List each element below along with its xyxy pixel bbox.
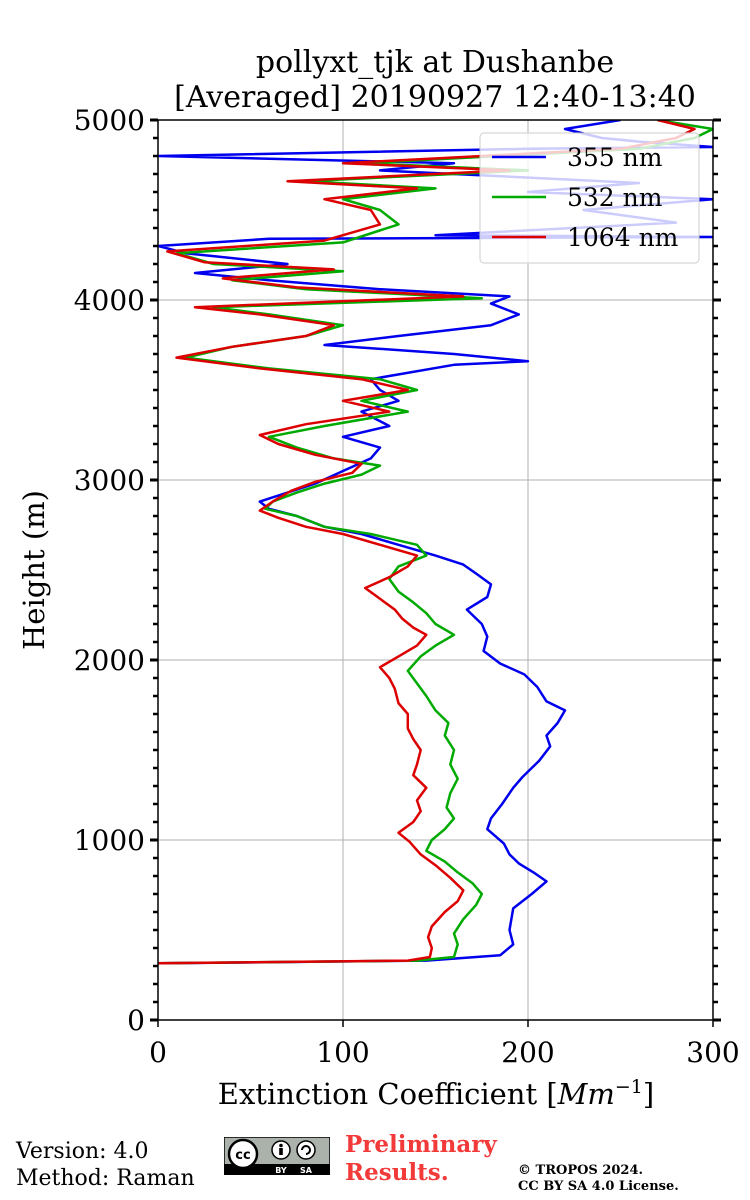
- y-axis-label: Height (m): [17, 490, 51, 650]
- svg-text:BY: BY: [275, 1166, 287, 1175]
- legend-box: [479, 132, 700, 264]
- y-tick-label-0: 0: [127, 1004, 145, 1037]
- legend-label-1064: 1064 nm: [567, 223, 679, 252]
- legend: 355 nm 532 nm 1064 nm: [479, 132, 700, 264]
- y-tick-label-3000: 3000: [74, 464, 145, 497]
- series-line-1064-nm: [158, 120, 696, 965]
- y-tick-label-1000: 1000: [74, 824, 145, 857]
- x-tick-label-100: 100: [316, 1036, 369, 1069]
- preliminary-results-note: Preliminary Results.: [345, 1131, 497, 1187]
- x-tick-label-0: 0: [149, 1036, 167, 1069]
- legend-label-532: 532 nm: [567, 183, 663, 212]
- x-axis-label: Extinction Coefficient [Mm−1]: [218, 1076, 654, 1111]
- method-text: Method: Raman: [16, 1166, 195, 1191]
- x-tick-label-200: 200: [501, 1036, 554, 1069]
- cc-icon: [227, 1138, 259, 1170]
- chart-title-line2: [Averaged] 20190927 12:40-13:40: [174, 80, 696, 115]
- svg-text:SA: SA: [300, 1166, 313, 1175]
- sa-icon: [296, 1140, 316, 1160]
- preliminary-line1: Preliminary: [345, 1131, 497, 1158]
- series-lines: [158, 120, 713, 965]
- chart-title-line1: pollyxt_tjk at Dushanbe: [256, 45, 614, 80]
- version-text: Version: 4.0: [16, 1139, 149, 1164]
- svg-text:cc: cc: [235, 1148, 250, 1163]
- copyright-line2: CC BY SA 4.0 License.: [518, 1179, 679, 1194]
- x-tick-label-300: 300: [686, 1036, 739, 1069]
- copyright-note: © TROPOS 2024. CC BY SA 4.0 License.: [518, 1163, 679, 1195]
- legend-label-355: 355 nm: [567, 143, 663, 172]
- y-tick-label-2000: 2000: [74, 644, 145, 677]
- y-tick-label-5000: 5000: [74, 104, 145, 137]
- y-tick-label-4000: 4000: [74, 284, 145, 317]
- copyright-line1: © TROPOS 2024.: [518, 1163, 644, 1178]
- cc-by-sa-badge: cc BY SA: [224, 1137, 330, 1175]
- series-line-532-nm: [158, 120, 713, 965]
- preliminary-line2: Results.: [345, 1159, 449, 1186]
- version-info: Version: 4.0 Method: Raman: [16, 1138, 195, 1192]
